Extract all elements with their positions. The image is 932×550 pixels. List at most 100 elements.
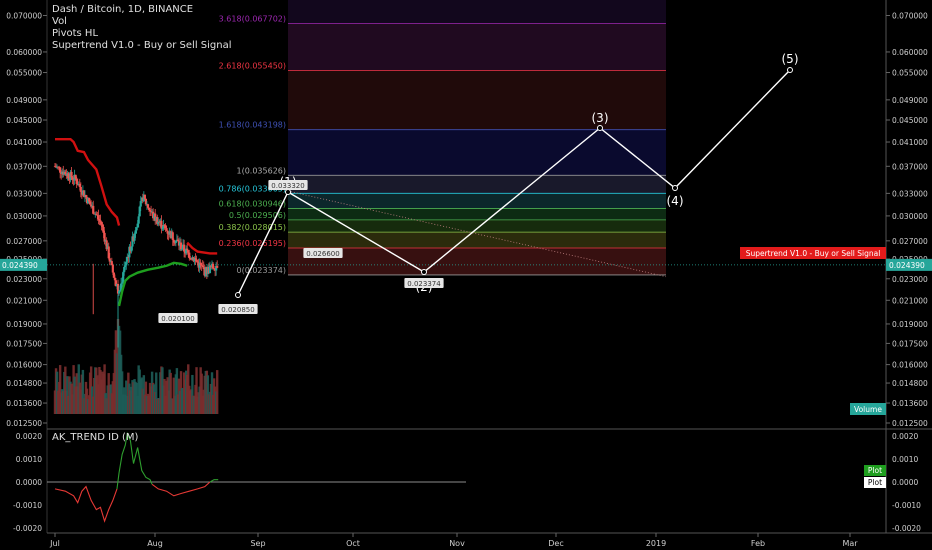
left-ind-tick-label: 0.0000 bbox=[16, 478, 42, 487]
volume-bar bbox=[155, 372, 158, 414]
candle-body bbox=[108, 258, 111, 262]
candle-body bbox=[122, 272, 125, 283]
candle-body bbox=[185, 248, 188, 254]
volume-bar bbox=[103, 364, 106, 414]
candle-body bbox=[96, 214, 99, 216]
candle-body bbox=[171, 232, 174, 240]
time-label: 2019 bbox=[646, 539, 666, 548]
candle-body bbox=[188, 252, 191, 259]
time-label: Mar bbox=[842, 539, 858, 548]
candle-body bbox=[82, 190, 86, 197]
candle-body bbox=[125, 261, 128, 266]
pivot-label-box bbox=[158, 313, 198, 323]
candle-body bbox=[87, 198, 91, 202]
indicator-title[interactable]: AK_TREND ID (M) bbox=[52, 432, 139, 443]
fib-band bbox=[288, 70, 666, 130]
candle-body bbox=[143, 194, 146, 199]
candle-body bbox=[193, 258, 196, 262]
candle-body bbox=[97, 215, 100, 219]
candle-body bbox=[189, 258, 192, 259]
right-ind-tick-label: 0.0000 bbox=[892, 478, 918, 487]
pivot-label: 0.020850 bbox=[221, 306, 254, 314]
candle-body bbox=[176, 239, 180, 242]
left-price-tick-label: 0.017500 bbox=[6, 339, 42, 348]
indicator-pivots[interactable]: Pivots HL bbox=[52, 28, 99, 39]
candle-body bbox=[95, 213, 98, 215]
candle-body bbox=[183, 244, 186, 252]
candle-body bbox=[100, 221, 103, 225]
fib-level-label: 0.618(0.030946) bbox=[219, 200, 286, 209]
fib-level-label: 0.382(0.028015) bbox=[219, 223, 286, 232]
candle-body bbox=[111, 264, 114, 273]
indicator-supertrend[interactable]: Supertrend V1.0 - Buy or Sell Signal bbox=[52, 40, 232, 51]
plot-badge-label: Plot bbox=[868, 466, 882, 475]
left-price-tick-label: 0.012500 bbox=[6, 419, 42, 428]
wave-label: (4) bbox=[667, 194, 684, 208]
right-price-tick-label: 0.037000 bbox=[892, 162, 928, 171]
elliott-wave-line bbox=[237, 69, 791, 296]
fib-level-label: 0.236(0.026195) bbox=[219, 239, 286, 248]
right-price-tick-label: 0.023000 bbox=[892, 275, 928, 284]
candle-body bbox=[149, 211, 153, 212]
candle-body bbox=[64, 171, 67, 175]
candle-body bbox=[98, 218, 101, 221]
time-label: Dec bbox=[548, 539, 563, 548]
candle-body bbox=[113, 277, 117, 281]
plot-badge-green bbox=[864, 465, 886, 476]
candle-body bbox=[200, 265, 203, 266]
candle-body bbox=[208, 265, 212, 274]
right-price-tick-label: 0.060000 bbox=[892, 48, 928, 57]
left-price-tick-label: 0.021000 bbox=[6, 296, 42, 305]
volume-bar bbox=[210, 372, 214, 414]
right-price-tick-label: 0.021000 bbox=[892, 296, 928, 305]
indicator-vol[interactable]: Vol bbox=[52, 16, 67, 27]
candle-body bbox=[58, 166, 61, 168]
time-label: Aug bbox=[147, 539, 163, 548]
candle-body bbox=[156, 217, 159, 225]
volume-bar bbox=[200, 373, 203, 414]
right-ind-tick-label: -0.0010 bbox=[892, 501, 921, 510]
pivot-label-box bbox=[218, 304, 258, 314]
wave-node bbox=[787, 67, 793, 73]
candle-body bbox=[211, 263, 215, 269]
left-price-tick-label: 0.033000 bbox=[6, 189, 42, 198]
pivot-label-box bbox=[268, 180, 308, 190]
left-price-tick-label: 0.055000 bbox=[6, 69, 42, 78]
right-price-tick-label: 0.016000 bbox=[892, 361, 928, 370]
candle-body bbox=[102, 226, 105, 233]
wave-node bbox=[285, 189, 291, 195]
candle-body bbox=[107, 246, 110, 259]
candle-body bbox=[166, 230, 169, 234]
candle-body bbox=[133, 233, 136, 241]
candle-body bbox=[114, 280, 118, 287]
fib-band-top bbox=[288, 0, 666, 24]
right-price-tick-label: 0.045000 bbox=[892, 116, 928, 125]
fib-band bbox=[288, 208, 666, 220]
candle-body bbox=[99, 220, 102, 222]
wave-node bbox=[672, 185, 678, 191]
candle-body bbox=[84, 195, 88, 198]
candle-body bbox=[179, 242, 183, 250]
wave-node bbox=[235, 292, 241, 298]
candle-body bbox=[79, 186, 82, 192]
current-price-badge bbox=[886, 258, 932, 271]
wave-node bbox=[597, 125, 603, 131]
candle-body bbox=[147, 207, 151, 210]
plot-badge-white bbox=[864, 477, 886, 488]
left-price-tick-label: 0.023000 bbox=[6, 275, 42, 284]
left-price-tick-label: 0.070000 bbox=[6, 11, 42, 20]
candle-body bbox=[120, 283, 123, 291]
candle-body bbox=[128, 246, 131, 258]
right-price-tick-label: 0.027000 bbox=[892, 237, 928, 246]
volume-bar bbox=[66, 376, 69, 414]
fib-level-label: 3.618(0.067702) bbox=[219, 14, 286, 23]
volume-bar bbox=[191, 374, 194, 414]
volume-bar bbox=[169, 372, 172, 414]
candle-body bbox=[74, 174, 77, 179]
candle-body bbox=[70, 171, 73, 178]
candle-body bbox=[212, 268, 216, 270]
fib-level-label: 2.618(0.055450) bbox=[219, 62, 286, 71]
candle-body bbox=[165, 228, 168, 231]
pivot-label-box bbox=[303, 248, 343, 258]
